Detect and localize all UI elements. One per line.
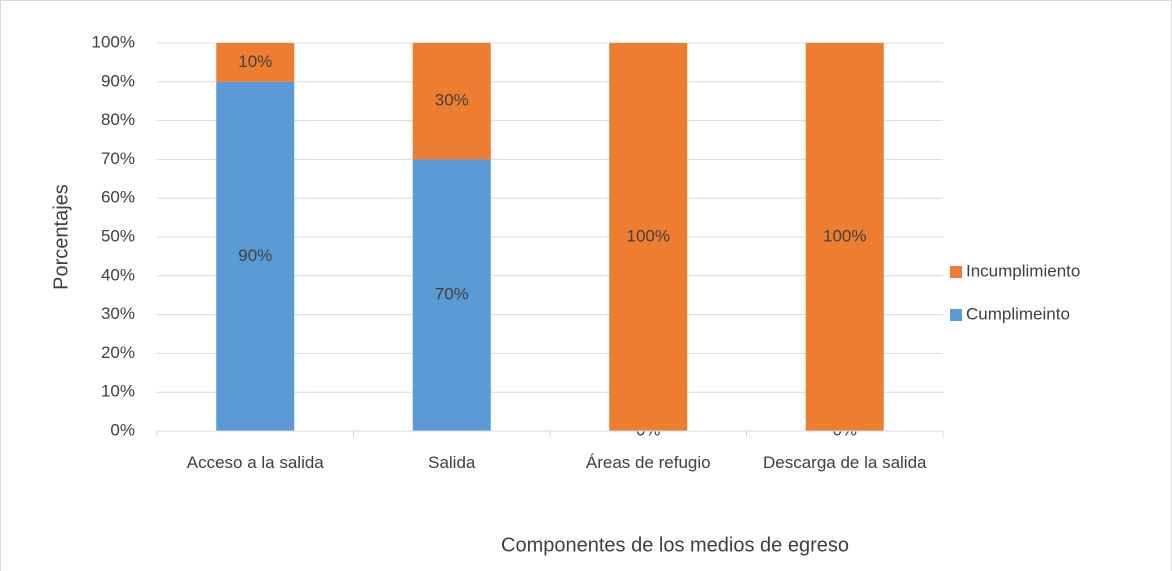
y-tick-label: 60%: [101, 188, 135, 207]
y-tick-label: 50%: [101, 226, 135, 245]
y-tick-label: 70%: [101, 149, 135, 168]
bar-segment: [216, 43, 295, 82]
legend-swatch: [950, 266, 962, 278]
legend-label: Incumplimiento: [966, 261, 1080, 280]
data-label: 100%: [627, 226, 670, 245]
x-tick-label: Descarga de la salida: [763, 453, 927, 472]
data-label: 30%: [435, 91, 469, 110]
x-axis-title: Componentes de los medios de egreso: [501, 534, 849, 556]
bar-segment: [412, 159, 491, 431]
y-tick-label: 40%: [101, 265, 135, 284]
y-tick-label: 80%: [101, 110, 135, 129]
legend-label: Cumplimeinto: [966, 304, 1070, 323]
y-tick-label: 20%: [101, 343, 135, 362]
y-tick-label: 10%: [101, 382, 135, 401]
bar-segment: [412, 43, 491, 160]
x-tick-label: Acceso a la salida: [186, 453, 324, 472]
y-tick-label: 90%: [101, 71, 135, 90]
y-axis-title: Porcentajes: [50, 184, 72, 290]
bar-segment: [609, 43, 688, 431]
bar-segment: [805, 43, 884, 431]
y-tick-label: 0%: [110, 420, 135, 439]
data-label: 90%: [238, 246, 272, 265]
data-label: 10%: [238, 52, 272, 71]
y-tick-label: 100%: [92, 32, 135, 51]
data-label: 100%: [823, 226, 866, 245]
x-tick-label: Áreas de refugio: [585, 453, 711, 472]
legend-swatch: [950, 309, 962, 321]
data-label: 70%: [435, 285, 469, 304]
bar-segment: [216, 81, 295, 432]
y-tick-label: 30%: [101, 304, 135, 323]
x-tick-label: Salida: [428, 453, 476, 472]
